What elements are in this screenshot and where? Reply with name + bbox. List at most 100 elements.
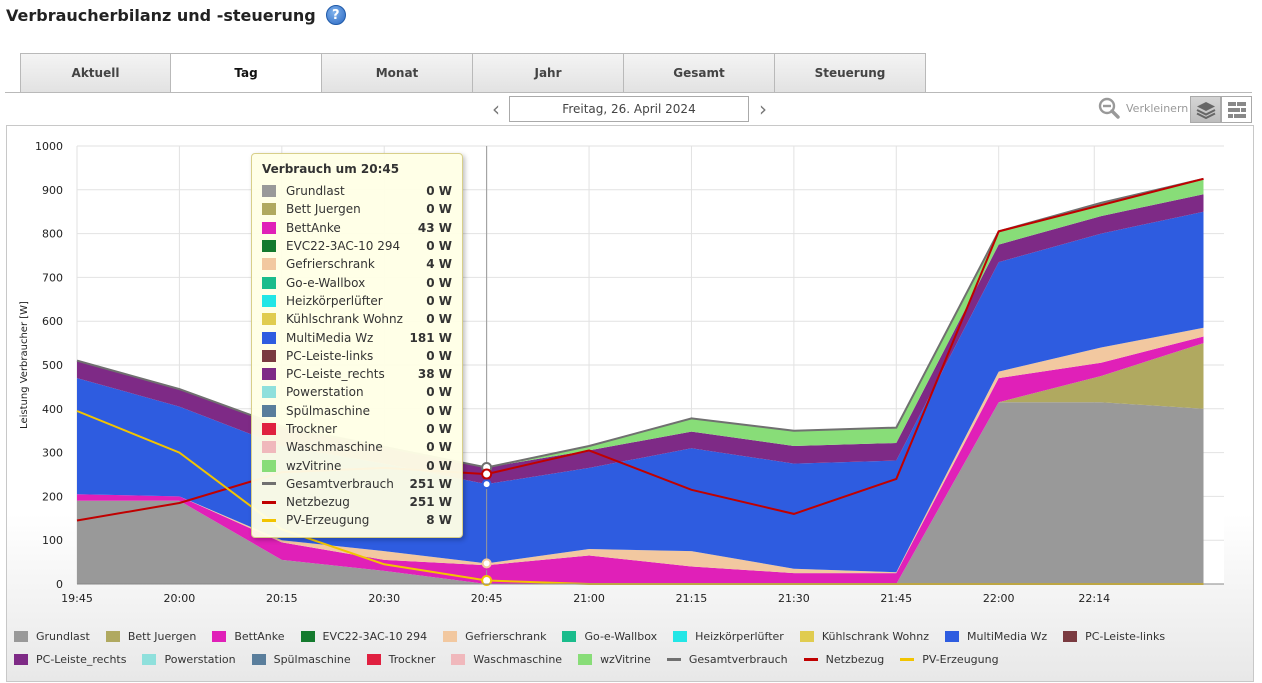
- tooltip-series-value: 8 W: [426, 513, 452, 528]
- tooltip-row-pv-erzeugung: PV-Erzeugung 8 W: [262, 511, 452, 529]
- legend-label: Gesamtverbrauch: [688, 652, 788, 666]
- chevron-left-icon[interactable]: ‹: [492, 97, 500, 121]
- bars-icon: [1227, 101, 1246, 118]
- legend-label: wzVitrine: [600, 652, 651, 666]
- tooltip-swatch: [262, 482, 276, 486]
- legend-label: Heizkörperlüfter: [695, 629, 784, 643]
- legend-item-trockner[interactable]: Trockner: [366, 652, 435, 666]
- tooltip-row-k-hlschrank-wohnz: Kühlschrank Wohnz 0 W: [262, 310, 452, 328]
- separate-view-button[interactable]: [1221, 96, 1252, 123]
- x-tick-label: 19:45: [61, 592, 93, 605]
- zoom-out-button[interactable]: Verkleinern: [1098, 97, 1188, 119]
- legend-label: BettAnke: [234, 629, 285, 643]
- tooltip-series-name: Go-e-Wallbox: [286, 275, 366, 290]
- legend-item-heizk-rperl-fter[interactable]: Heizkörperlüfter: [673, 629, 784, 643]
- legend-label: PC-Leiste-links: [1085, 629, 1166, 643]
- tooltip-row-netzbezug: Netzbezug 251 W: [262, 493, 452, 511]
- legend-swatch: [799, 630, 814, 642]
- tooltip-swatch: [262, 294, 276, 307]
- zoom-out-label: Verkleinern: [1126, 101, 1189, 115]
- legend-item-wzvitrine[interactable]: wzVitrine: [578, 652, 651, 666]
- legend-label: EVC22-3AC-10 294: [322, 629, 428, 643]
- tooltip-series-value: 0 W: [426, 293, 452, 308]
- tab-aktuell[interactable]: Aktuell: [20, 53, 171, 93]
- tooltip-series-value: 0 W: [426, 312, 452, 327]
- legend-item-go-e-wallbox[interactable]: Go-e-Wallbox: [562, 629, 657, 643]
- y-tick-label: 0: [56, 578, 63, 591]
- tooltip-swatch: [262, 313, 276, 326]
- legend-swatch: [443, 630, 458, 642]
- legend-swatch: [14, 653, 28, 665]
- y-axis-title: Leistung Verbraucher [W]: [19, 301, 30, 429]
- legend-item-gesamtverbrauch[interactable]: Gesamtverbrauch: [666, 652, 788, 666]
- y-tick-label: 700: [42, 271, 63, 284]
- tooltip-row-grundlast: Grundlast 0 W: [262, 182, 452, 200]
- tooltip-series-value: 0 W: [426, 422, 452, 436]
- date-display[interactable]: Freitag, 26. April 2024: [509, 96, 749, 122]
- tooltip-series-value: 0 W: [426, 385, 452, 400]
- x-tick-label: 20:30: [368, 592, 400, 605]
- tooltip-series-name: Bett Juergen: [286, 202, 361, 217]
- legend-item-bett-juergen[interactable]: Bett Juergen: [105, 629, 197, 643]
- legend-swatch: [945, 630, 960, 642]
- legend-item-multimedia-wz[interactable]: MultiMedia Wz: [945, 629, 1047, 643]
- tooltip-swatch: [262, 423, 276, 435]
- legend-label: Gefrierschrank: [465, 629, 547, 643]
- legend-item-sp-lmaschine[interactable]: Spülmaschine: [251, 652, 351, 666]
- tooltip-row-waschmaschine: Waschmaschine 0 W: [262, 438, 452, 456]
- tab-monat[interactable]: Monat: [322, 53, 473, 93]
- tab-tag[interactable]: Tag: [171, 53, 322, 93]
- chevron-right-icon[interactable]: ›: [759, 97, 767, 121]
- x-tick-label: 21:30: [778, 592, 810, 605]
- tooltip-series-value: 0 W: [426, 184, 452, 199]
- tooltip-series-name: MultiMedia Wz: [286, 330, 374, 345]
- legend-label: Go-e-Wallbox: [584, 629, 658, 643]
- tooltip-series-value: 251 W: [409, 476, 452, 491]
- stacked-area-chart[interactable]: 0 100 200 300 400 500 600 700 800 900 1000 19:45 20:…: [7, 126, 1255, 626]
- legend-label: PC-Leiste_rechts: [36, 652, 127, 666]
- legend-label: PV-Erzeugung: [922, 652, 999, 666]
- tooltip-series-name: Grundlast: [286, 184, 345, 199]
- x-tick-label: 20:45: [471, 592, 503, 605]
- legend-label: Powerstation: [164, 652, 236, 666]
- legend-item-bettanke[interactable]: BettAnke: [212, 629, 285, 643]
- legend-label: Kühlschrank Wohnz: [821, 629, 930, 643]
- tooltip-swatch: [262, 459, 276, 472]
- tooltip-series-name: Waschmaschine: [286, 440, 383, 455]
- x-tick-label: 21:00: [573, 592, 605, 605]
- legend-item-pv-erzeugung[interactable]: PV-Erzeugung: [900, 652, 999, 666]
- tab-steuerung[interactable]: Steuerung: [775, 53, 926, 93]
- tab-jahr[interactable]: Jahr: [473, 53, 624, 93]
- legend-item-powerstation[interactable]: Powerstation: [142, 652, 236, 666]
- legend-swatch: [212, 630, 227, 642]
- legend-item-waschmaschine[interactable]: Waschmaschine: [451, 652, 562, 666]
- page-title-text: Verbraucherbilanz und -steuerung: [6, 5, 316, 25]
- help-icon[interactable]: ?: [325, 5, 346, 25]
- legend-item-k-hlschrank-wohnz[interactable]: Kühlschrank Wohnz: [799, 629, 930, 643]
- legend-swatch: [1063, 630, 1078, 642]
- tooltip-swatch: [262, 404, 276, 417]
- tooltip-series-name: Netzbezug: [286, 495, 350, 510]
- hover-marker-pv-erzeugung: [481, 574, 493, 586]
- legend-item-gefrierschrank[interactable]: Gefrierschrank: [443, 629, 546, 643]
- tooltip-row-evc22-3ac-10-294: EVC22-3AC-10 294 0 W: [262, 237, 452, 255]
- legend-label: Grundlast: [36, 629, 90, 643]
- tooltip-row-sp-lmaschine: Spülmaschine 0 W: [262, 402, 452, 420]
- legend-item-evc22-3ac-10-294[interactable]: EVC22-3AC-10 294: [300, 629, 428, 643]
- tooltip-swatch: [262, 185, 276, 198]
- x-tick-label: 22:14: [1078, 592, 1110, 605]
- zoom-out-icon: [1098, 97, 1120, 119]
- stacked-view-button[interactable]: [1190, 96, 1221, 123]
- tab-gesamt[interactable]: Gesamt: [624, 53, 775, 93]
- tooltip-swatch: [262, 500, 276, 504]
- legend-label: MultiMedia Wz: [967, 629, 1048, 643]
- legend-item-grundlast[interactable]: Grundlast: [14, 629, 90, 643]
- tooltip-series-value: 0 W: [426, 275, 452, 290]
- legend-swatch: [14, 630, 28, 642]
- hover-marker-multimedia-wz: [481, 479, 492, 490]
- x-tick-label: 22:00: [983, 592, 1015, 605]
- legend-item-pc-leiste-links[interactable]: PC-Leiste-links: [1063, 629, 1165, 643]
- legend-item-pc-leiste-rechts[interactable]: PC-Leiste_rechts: [14, 652, 126, 666]
- legend-label: Bett Juergen: [127, 629, 197, 643]
- legend-item-netzbezug[interactable]: Netzbezug: [803, 652, 884, 666]
